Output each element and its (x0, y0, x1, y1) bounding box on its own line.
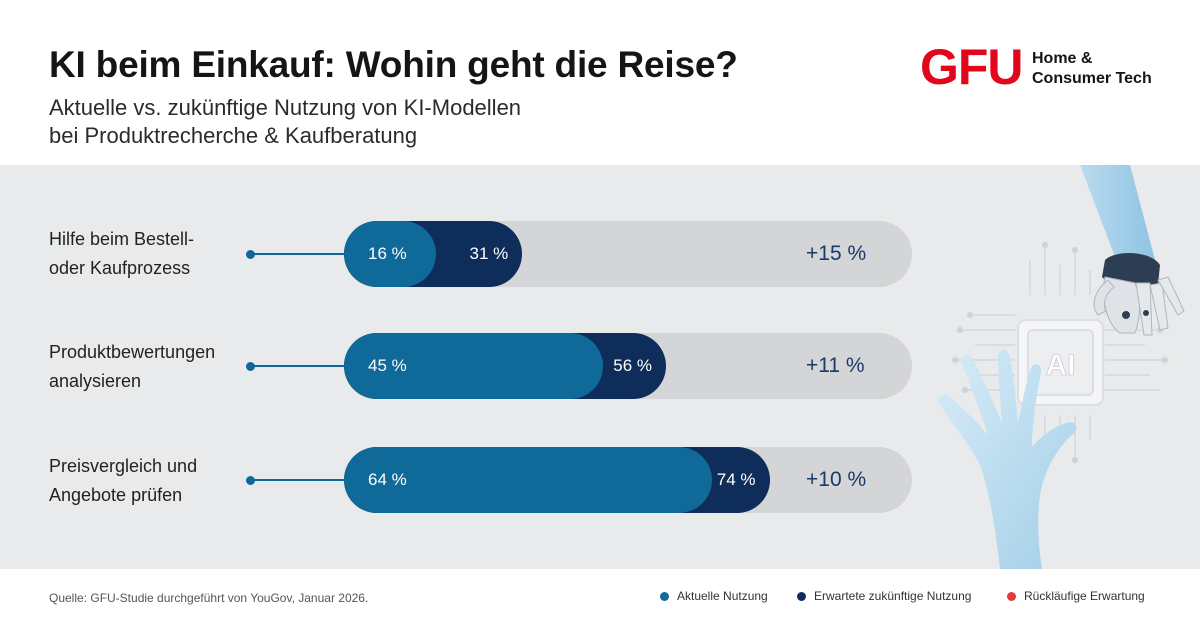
logo-mark: GFU (920, 39, 1024, 95)
subtitle-line-1: Aktuelle vs. zukünftige Nutzung von KI-M… (49, 95, 522, 120)
delta-label: +11 % (806, 354, 865, 377)
data-label-expected: 74 % (716, 470, 756, 489)
bar-current (344, 447, 712, 513)
data-label-current: 64 % (368, 470, 407, 489)
logo-line-1: Home & (1032, 50, 1093, 67)
logo-line-2: Consumer Tech (1032, 70, 1152, 87)
source-note: Quelle: GFU-Studie durchgeführt von YouG… (49, 591, 369, 605)
data-label-expected: 31 % (469, 244, 509, 263)
chart-panel: AI Hilfe beim Bestell-oder Kaufprozess 16… (0, 165, 1200, 569)
data-label-expected: 56 % (613, 356, 652, 375)
connector-line (251, 253, 354, 255)
page-subtitle: Aktuelle vs. zukünftige Nutzung von KI-M… (49, 94, 669, 150)
page-title: KI beim Einkauf: Wohin geht die Reise? (49, 44, 738, 85)
footer: Quelle: GFU-Studie durchgeführt von YouG… (0, 569, 1200, 627)
category-label: Preisvergleich und Angebote prüfen (49, 452, 249, 510)
connector-line (251, 365, 354, 367)
legend-item-expected: Erwartete zukünftige Nutzung (797, 589, 971, 603)
data-label-current: 45 % (368, 356, 407, 375)
category-label-line: oder Kaufprozess (49, 258, 191, 278)
robot-hand (1080, 165, 1185, 336)
gfu-logo: GFU Home & Consumer Tech (920, 40, 1160, 94)
legend-item-current: Aktuelle Nutzung (660, 589, 768, 603)
subtitle-line-2: bei Produktrecherche & Kaufberatung (49, 123, 418, 148)
ai-chip: AI (1017, 319, 1104, 406)
connector-dot-icon (246, 249, 255, 259)
legend-label: Rückläufige Erwartung (1024, 589, 1145, 603)
category-label: Produktbewertungen analysieren (49, 338, 249, 396)
legend-dot-icon (797, 591, 806, 601)
connector-dot-icon (246, 361, 255, 371)
category-label-line: Produktbewertungen (49, 342, 216, 362)
bar-current (344, 221, 436, 287)
data-label-current: 16 % (368, 244, 407, 263)
connector-dot-icon (246, 475, 255, 485)
legend-label: Aktuelle Nutzung (677, 589, 768, 603)
category-label-line: Hilfe beim Bestell- (49, 229, 195, 249)
human-hand (938, 349, 1077, 569)
ai-chip-label: AI (1046, 349, 1076, 382)
delta-label: +15 % (806, 242, 867, 265)
legend-dot-icon (660, 591, 669, 601)
logo-text: Home & Consumer Tech (1032, 49, 1152, 89)
category-label: Hilfe beim Bestell-oder Kaufprozess (49, 225, 249, 283)
legend-dot-icon (1007, 591, 1016, 601)
category-label-line: Preisvergleich und (49, 456, 198, 476)
legend-label: Erwartete zukünftige Nutzung (814, 589, 972, 603)
robot-hand-and-human-hand-icon: AI (938, 165, 1185, 569)
legend-item-declining: Rückläufige Erwartung (1007, 589, 1145, 603)
category-label-line: Angebote prüfen (49, 485, 183, 505)
connector-line (251, 479, 354, 481)
header: KI beim Einkauf: Wohin geht die Reise? A… (0, 0, 1200, 165)
category-label-line: analysieren (49, 371, 142, 391)
delta-label: +10 % (806, 468, 867, 491)
bar-current (344, 333, 603, 399)
